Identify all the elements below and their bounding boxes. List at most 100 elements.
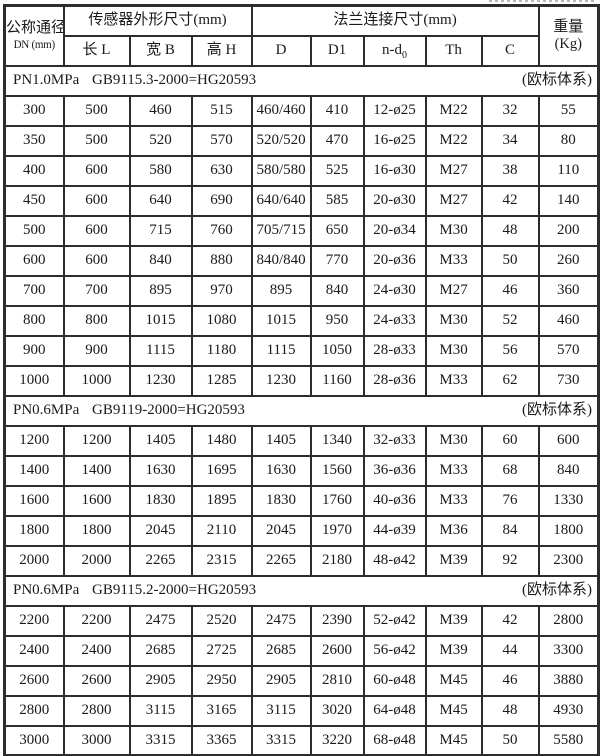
table-cell: 76 [480, 484, 540, 517]
table-cell: 705/715 [250, 214, 312, 247]
table-cell: 3000 [62, 724, 131, 756]
table-row: 500 600 715 760 705/715 650 20-ø34 M30 48 200 [3, 214, 600, 247]
cell-dn: 900 [3, 334, 65, 367]
pressure-rating-label: PN0.6MPa [13, 582, 80, 599]
section-header-row: PN1.0MPa GB9115.3-2000=HG20593 (欧标体系) [3, 64, 600, 97]
header-nominal-diameter: 公称通径 DN (mm) [3, 4, 65, 67]
table-cell: 34 [480, 124, 540, 157]
table-cell: 2265 [128, 544, 193, 577]
table-cell: 570 [190, 124, 253, 157]
table-cell: 840 [128, 244, 193, 277]
weight-label: 重量 [553, 19, 584, 36]
table-cell: 1115 [250, 334, 312, 367]
table-cell: 1560 [309, 454, 365, 487]
cell-dn: 1000 [3, 364, 65, 397]
table-cell: 68-ø48 [362, 724, 427, 756]
table-cell: 16-ø30 [362, 154, 427, 187]
table-cell: 1695 [190, 454, 253, 487]
table-cell: M33 [424, 364, 483, 397]
flowmeter-dimension-table: 公称通径 DN (mm) 传感器外形尺寸(mm) 法兰连接尺寸(mm) 重量 (… [3, 4, 600, 756]
table-cell: 1200 [62, 424, 131, 457]
table-cell: 880 [190, 244, 253, 277]
table-cell: 840/840 [250, 244, 312, 277]
standard-code-label: GB9119-2000=HG20593 [92, 402, 245, 419]
table-cell: M36 [424, 514, 483, 547]
table-cell: 3300 [537, 634, 600, 667]
table-cell: 3020 [309, 694, 365, 727]
table-cell: 585 [309, 184, 365, 217]
table-cell: 1800 [62, 514, 131, 547]
standard-system-note: (欧标体系) [522, 582, 593, 599]
table-cell: 2810 [309, 664, 365, 697]
table-cell: 50 [480, 244, 540, 277]
table-cell: M30 [424, 334, 483, 367]
table-cell: 3365 [190, 724, 253, 756]
table-row: 1600 1600 1830 1895 1830 1760 40-ø36 M33 76 1330 [3, 484, 600, 517]
table-cell: 3315 [250, 724, 312, 756]
table-cell: 2200 [62, 604, 131, 637]
table-cell: M45 [424, 724, 483, 756]
table-cell: 650 [309, 214, 365, 247]
table-row: 1800 1800 2045 2110 2045 1970 44-ø39 M36 84 1800 [3, 514, 600, 547]
table-cell: 1405 [250, 424, 312, 457]
table-cell: 2000 [62, 544, 131, 577]
header-d: D [250, 34, 312, 67]
table-cell: 1895 [190, 484, 253, 517]
section-header-row: PN0.6MPa GB9119-2000=HG20593 (欧标体系) [3, 394, 600, 427]
table-cell: 1015 [128, 304, 193, 337]
table-row: 300 500 460 515 460/460 410 12-ø25 M22 32 55 [3, 94, 600, 127]
table-cell: 3115 [128, 694, 193, 727]
table-cell: 5580 [537, 724, 600, 756]
table-cell: 1800 [537, 514, 600, 547]
table-cell: 52-ø42 [362, 604, 427, 637]
table-cell: 950 [309, 304, 365, 337]
table-cell: 2180 [309, 544, 365, 577]
table-cell: 2110 [190, 514, 253, 547]
table-cell: 48 [480, 694, 540, 727]
header-sensor-dimensions: 传感器外形尺寸(mm) [62, 4, 253, 37]
table-cell: 525 [309, 154, 365, 187]
cell-dn: 450 [3, 184, 65, 217]
table-cell: 460/460 [250, 94, 312, 127]
table-cell: 2475 [250, 604, 312, 637]
table-cell: 460 [537, 304, 600, 337]
cell-dn: 3000 [3, 724, 65, 756]
table-cell: 140 [537, 184, 600, 217]
table-cell: 2905 [250, 664, 312, 697]
table-cell: 2045 [250, 514, 312, 547]
table-cell: 360 [537, 274, 600, 307]
cell-dn: 700 [3, 274, 65, 307]
table-cell: 1115 [128, 334, 193, 367]
table-cell: 42 [480, 604, 540, 637]
pressure-rating-label: PN0.6MPa [13, 402, 80, 419]
nominal-diameter-label: 公称通径 [6, 20, 64, 37]
table-cell: 1600 [62, 484, 131, 517]
table-cell: 500 [62, 94, 131, 127]
cell-dn: 1400 [3, 454, 65, 487]
table-cell: 520/520 [250, 124, 312, 157]
table-cell: 2725 [190, 634, 253, 667]
weight-unit: (Kg) [554, 36, 582, 53]
table-cell: 260 [537, 244, 600, 277]
cell-dn: 400 [3, 154, 65, 187]
table-cell: 12-ø25 [362, 94, 427, 127]
table-cell: M39 [424, 634, 483, 667]
table-cell: 760 [190, 214, 253, 247]
table-cell: 2950 [190, 664, 253, 697]
table-row: 2200 2200 2475 2520 2475 2390 52-ø42 M39 42 2800 [3, 604, 600, 637]
table-cell: 1340 [309, 424, 365, 457]
table-cell: M27 [424, 154, 483, 187]
table-cell: 1830 [250, 484, 312, 517]
table-cell: 2600 [309, 634, 365, 667]
cell-dn: 2600 [3, 664, 65, 697]
table-cell: 1230 [128, 364, 193, 397]
header-n-d0: n-d0 [362, 34, 427, 67]
table-cell: M33 [424, 454, 483, 487]
table-cell: 2265 [250, 544, 312, 577]
table-cell: M33 [424, 484, 483, 517]
table-cell: 2390 [309, 604, 365, 637]
table-cell: M22 [424, 124, 483, 157]
table-cell: M30 [424, 424, 483, 457]
header-th: Th [424, 34, 483, 67]
table-cell: 1080 [190, 304, 253, 337]
